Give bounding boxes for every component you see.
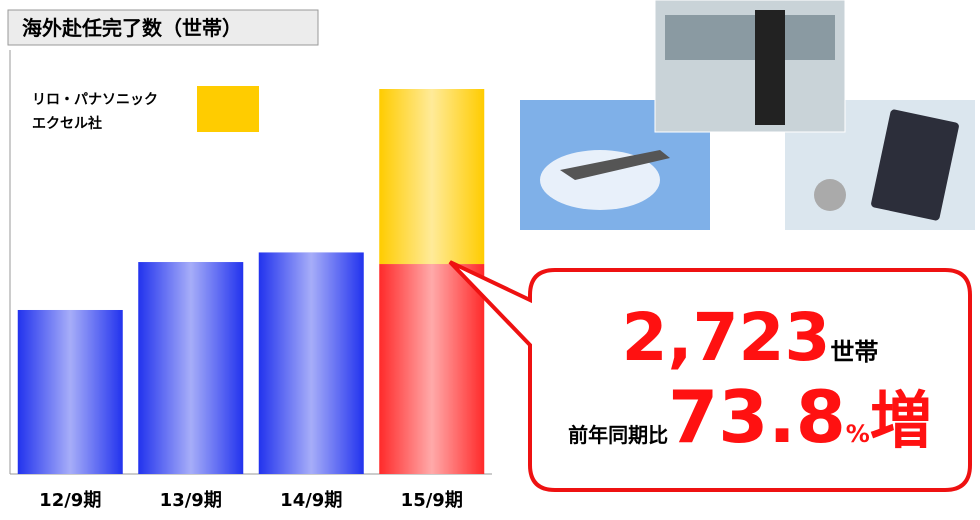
title-box <box>7 9 319 46</box>
x-tick-label: 15/9期 <box>401 490 463 511</box>
bar-shine <box>138 262 244 474</box>
total-unit: 世帯 <box>830 338 878 366</box>
callout-box <box>448 260 972 492</box>
bar-shine <box>258 252 364 474</box>
legend-label: リロ・パナソニックエクセル社 <box>32 92 158 132</box>
x-tick-label: 12/9期 <box>39 490 101 511</box>
passport <box>871 109 959 221</box>
total-label: 2,723 <box>622 299 831 376</box>
photos <box>520 0 975 230</box>
callout-prefix: 前年同期比 <box>568 423 668 447</box>
legend-swatch <box>197 86 259 132</box>
bar-shine <box>379 264 485 474</box>
bar-shine <box>17 309 123 474</box>
bar-shine <box>379 89 485 265</box>
callout-suffix: 増 <box>870 384 932 457</box>
chart-title: 海外赴任完了数（世帯） <box>22 16 242 40</box>
plane <box>560 150 670 180</box>
x-tick-label: 14/9期 <box>280 490 342 511</box>
callout-line2: 前年同期比73.8%増 <box>568 375 932 459</box>
x-tick-label: 13/9期 <box>160 490 222 511</box>
growth-label: 73.8 <box>668 375 846 459</box>
compass <box>814 179 846 211</box>
person <box>755 10 785 125</box>
growth-unit: % <box>846 420 870 448</box>
windows <box>665 15 835 60</box>
callout-line1: 2,723世帯 <box>622 299 879 376</box>
